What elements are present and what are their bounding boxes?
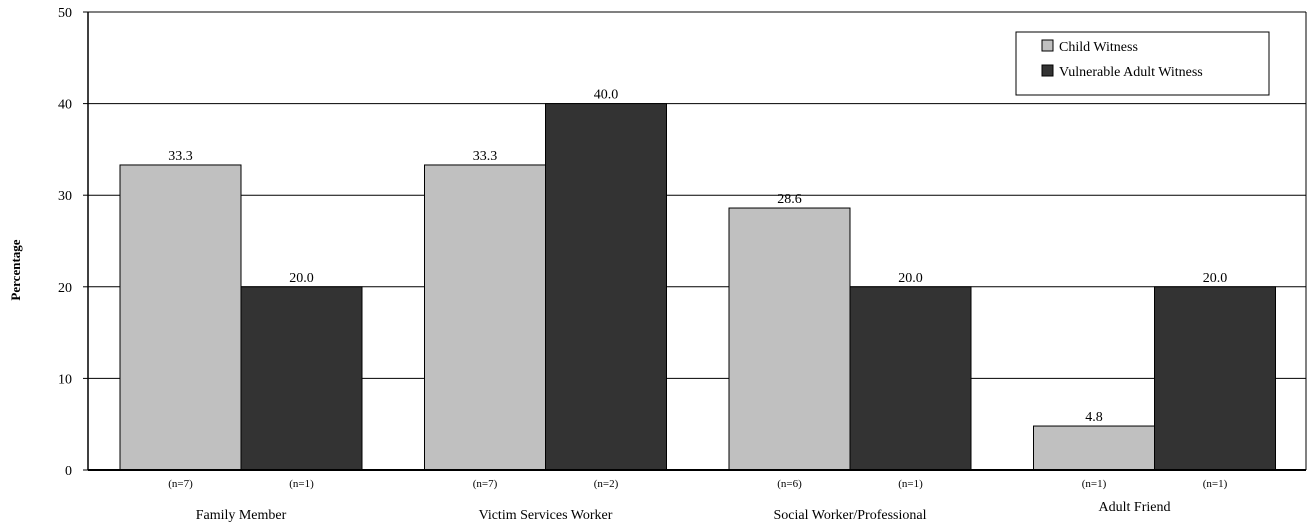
legend-label: Child Witness: [1059, 40, 1138, 55]
n-label: (n=1): [1082, 478, 1107, 490]
n-label: (n=7): [168, 478, 193, 490]
bar: [545, 103, 667, 471]
y-tick-label: 10: [58, 372, 72, 387]
y-tick-label: 50: [58, 6, 72, 21]
x-category-label: Family Member: [196, 508, 287, 523]
x-category-label: Social Worker/Professional: [774, 508, 927, 523]
legend: Child Witness Vulnerable Adult Witness: [1015, 31, 1270, 96]
n-label: (n=2): [594, 478, 619, 490]
x-category-label: Victim Services Worker: [479, 508, 613, 523]
bar: [424, 164, 546, 471]
y-axis-label: Percentage: [8, 239, 23, 300]
y-tick-label: 40: [58, 98, 72, 113]
n-label: (n=6): [777, 478, 802, 490]
bar: [240, 286, 363, 471]
data-label: 33.3: [168, 149, 193, 164]
data-label: 33.3: [473, 149, 498, 164]
legend-label: Vulnerable Adult Witness: [1059, 65, 1203, 80]
legend-swatch: [1041, 39, 1054, 52]
data-label: 20.0: [1203, 271, 1228, 286]
bar: [728, 207, 851, 471]
value-labels: 33.3 (n=7) 20.0 (n=1) 33.3 (n=7) 40.0 (n=2) 28.6…: [168, 88, 1227, 490]
bar: [1154, 286, 1276, 471]
data-label: 20.0: [898, 271, 923, 286]
data-label: 4.8: [1085, 410, 1103, 425]
bar: [849, 286, 972, 471]
n-label: (n=1): [289, 478, 314, 490]
bar: [1033, 425, 1155, 471]
y-tick-label: 20: [58, 281, 72, 296]
bar: [119, 164, 242, 471]
y-tick-label: 0: [65, 464, 72, 479]
data-label: 40.0: [594, 88, 619, 103]
axes: 0 10 20 30 40 50 Family Member Victim Services …: [58, 6, 1307, 523]
legend-box: [1015, 31, 1270, 96]
n-label: (n=1): [898, 478, 923, 490]
legend-swatch: [1041, 64, 1054, 77]
bars: [119, 103, 1276, 471]
data-label: 20.0: [289, 271, 314, 286]
n-label: (n=1): [1203, 478, 1228, 490]
data-label: 28.6: [777, 192, 802, 207]
n-label: (n=7): [473, 478, 498, 490]
x-category-label: Adult Friend: [1099, 500, 1171, 515]
y-tick-label: 30: [58, 189, 72, 204]
